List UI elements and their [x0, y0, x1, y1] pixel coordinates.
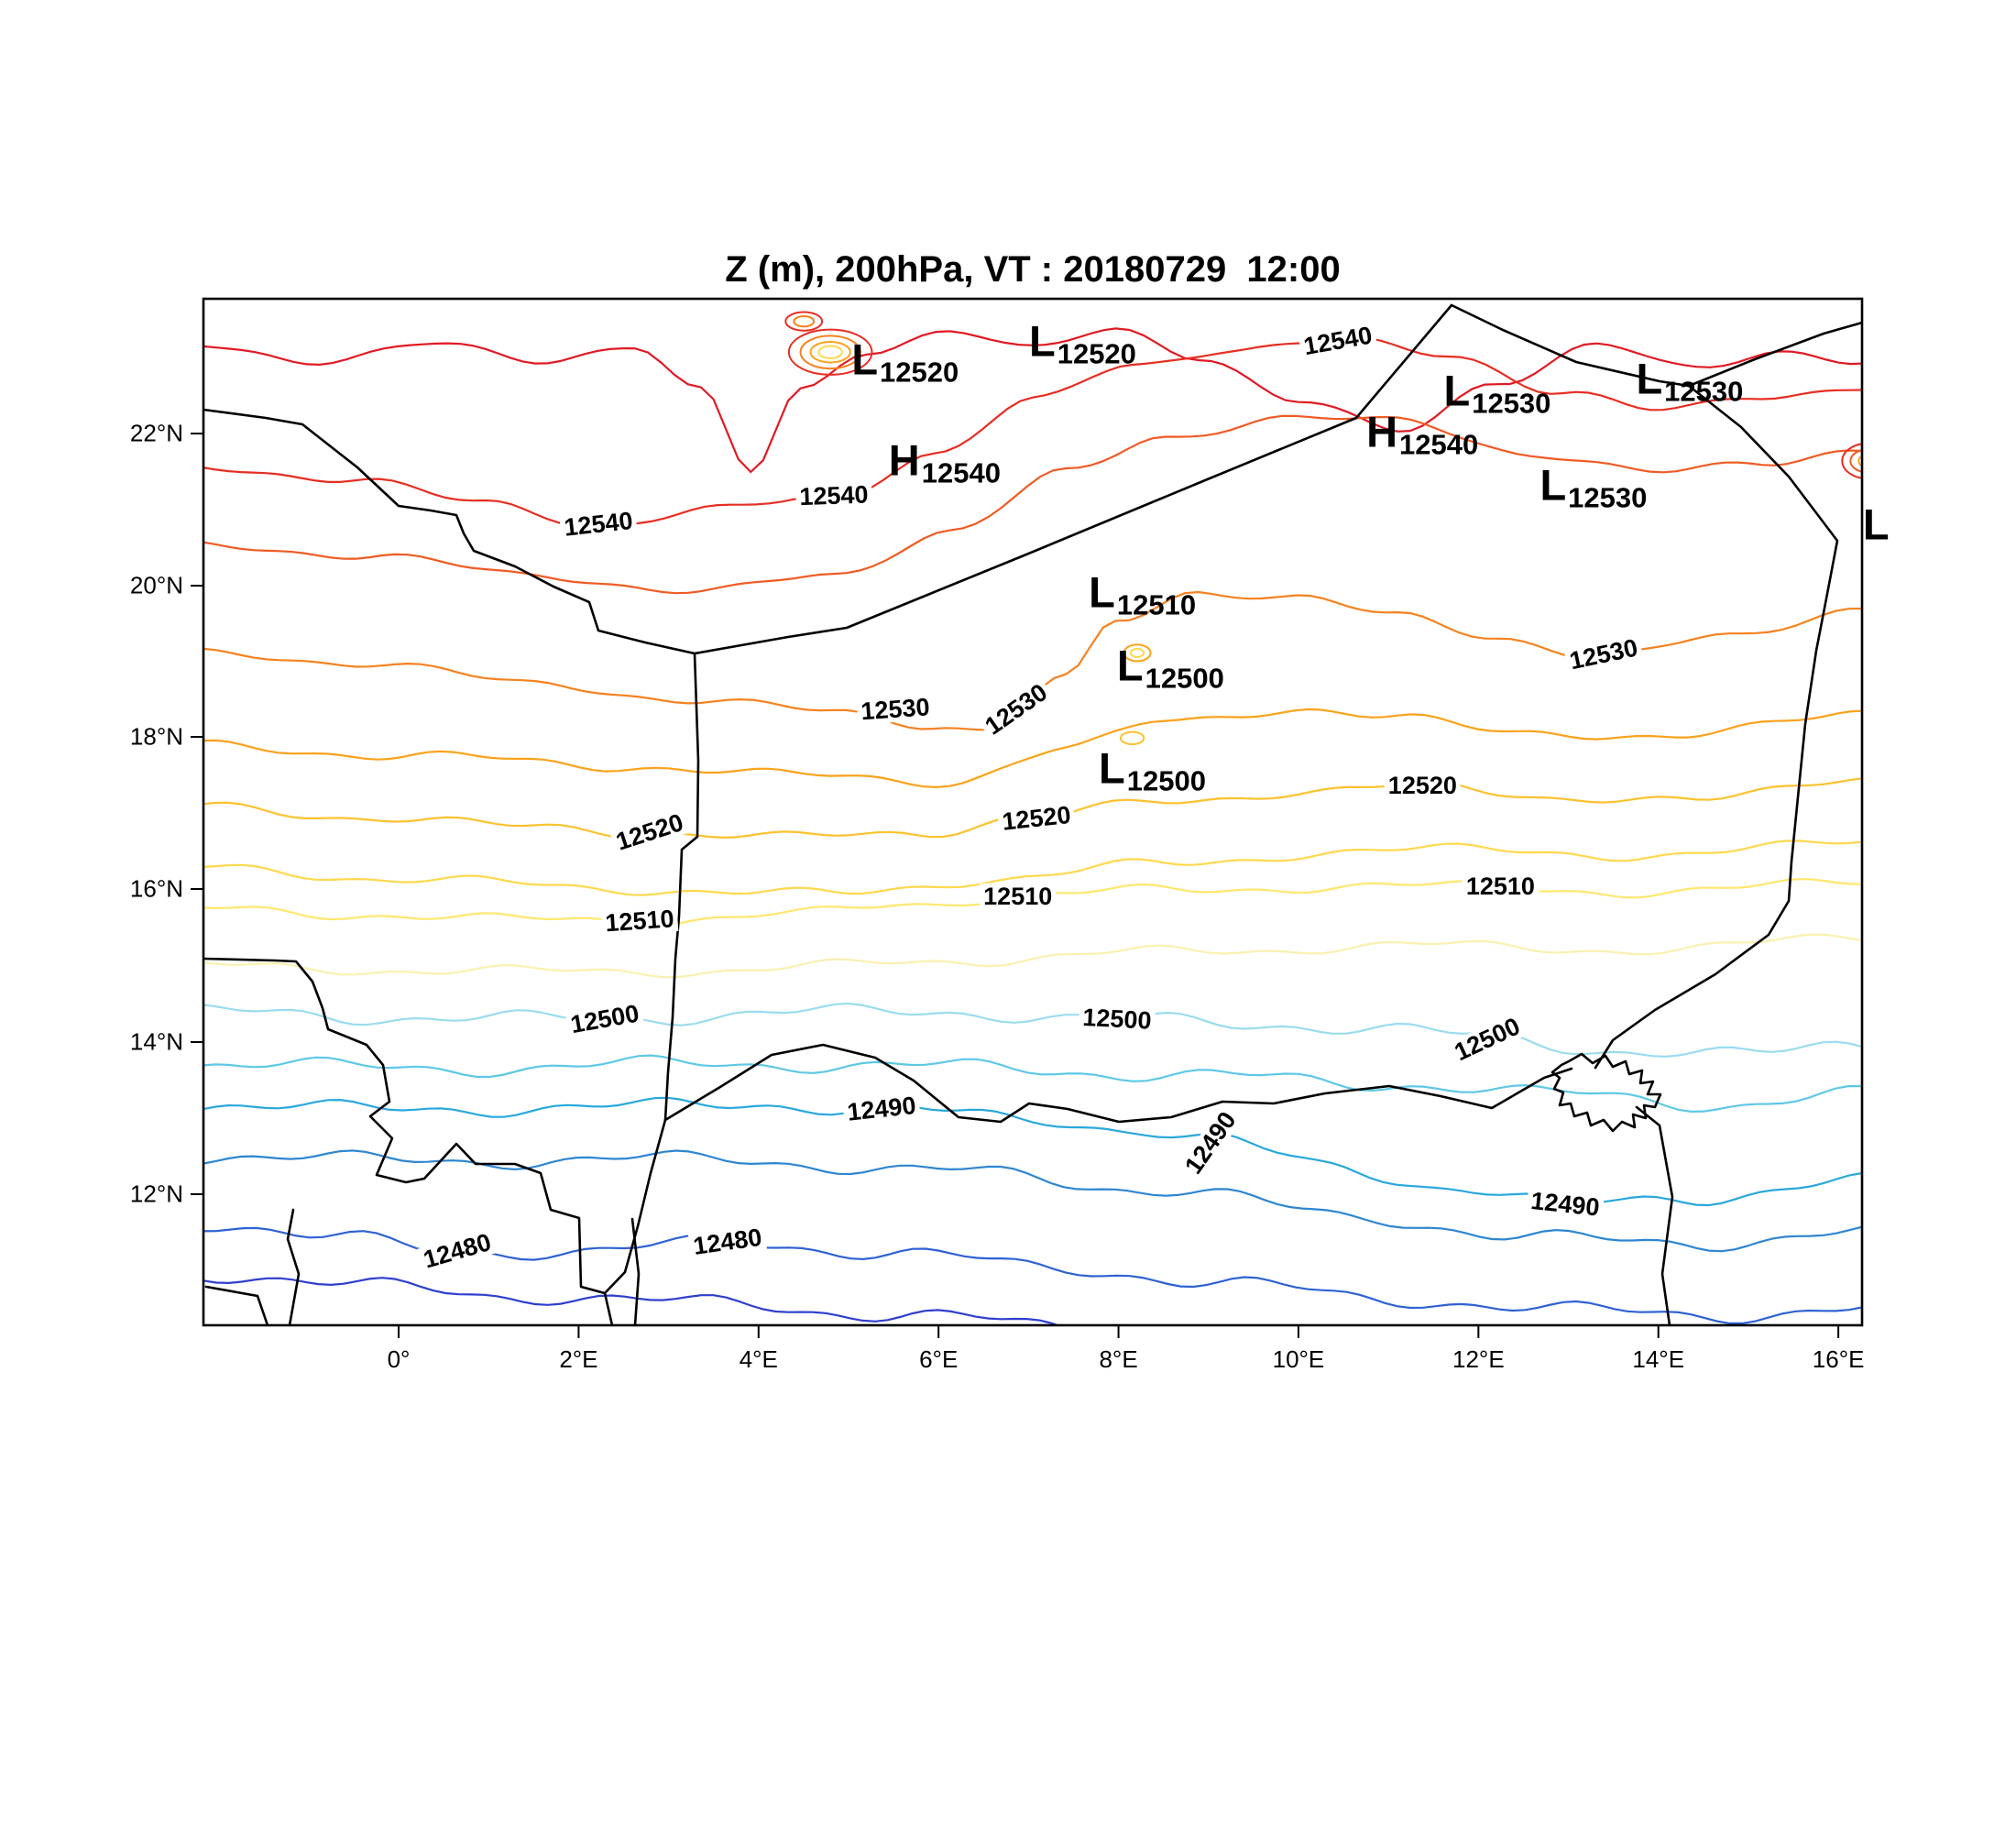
border-niger-chad — [1594, 384, 1839, 1070]
border-burkina-togo — [286, 1208, 301, 1325]
border-benin-nigeria-south — [630, 1217, 641, 1325]
closed-contour-ring — [1123, 643, 1152, 663]
closed-contour-ring — [787, 328, 873, 376]
border-libya-northeast — [1687, 321, 1862, 388]
closed-contour-ring — [1857, 455, 1862, 467]
closed-contour-ring — [809, 341, 851, 364]
border-benin-niger — [603, 1118, 667, 1295]
contour-line-12525 — [203, 708, 1862, 789]
closed-contour-ring — [1841, 443, 1862, 479]
page-title: Z (m), 200hPa, VT : 20180729 12:00 — [725, 249, 1341, 290]
border-mali-burkina — [203, 957, 614, 1325]
contour-line-12510 — [203, 877, 1862, 928]
country-borders — [203, 303, 1862, 1325]
plot-frame — [202, 297, 1864, 1327]
border-niger-nigeria — [663, 1043, 1573, 1124]
contour-line-12495 — [203, 1054, 1862, 1114]
contour-line-12515 — [203, 840, 1862, 896]
closed-contour-ring — [817, 345, 843, 359]
contour-line-12535 — [203, 414, 1862, 595]
closed-contour-ring — [784, 311, 824, 332]
contour-line-12480 — [203, 1226, 1862, 1324]
contour-line-12490 — [203, 1096, 1862, 1207]
border-nigeria-cameroon — [1635, 1105, 1674, 1325]
contour-lines-layer — [203, 327, 1862, 1325]
contour-line-12500 — [203, 1002, 1862, 1058]
contour-line-12505 — [203, 933, 1862, 979]
lake-chad-outline — [1550, 1052, 1662, 1133]
border-libya-niger — [1450, 303, 1691, 388]
closed-contour-ring — [793, 315, 816, 328]
contour-line-12545 — [203, 327, 1862, 474]
axis-ticks-layer — [191, 433, 1840, 1338]
border-algeria-mali-niger — [203, 408, 696, 655]
closed-contour-ring — [799, 335, 861, 370]
border-mali-niger-meridian — [663, 652, 700, 1122]
contour-line-12475 — [203, 1277, 1061, 1325]
contour-line-12530 — [203, 590, 1862, 731]
contour-line-12540 — [203, 336, 1862, 528]
border-algeria-niger-diagonal — [693, 303, 1453, 655]
closed-contour-ring — [1129, 647, 1145, 658]
closed-contour-ring — [1849, 449, 1862, 473]
border-togo-benin — [204, 1285, 269, 1325]
closed-contour-rings-layer — [784, 311, 1862, 746]
closed-contour-ring — [1119, 730, 1145, 746]
contour-line-12520 — [203, 777, 1862, 840]
